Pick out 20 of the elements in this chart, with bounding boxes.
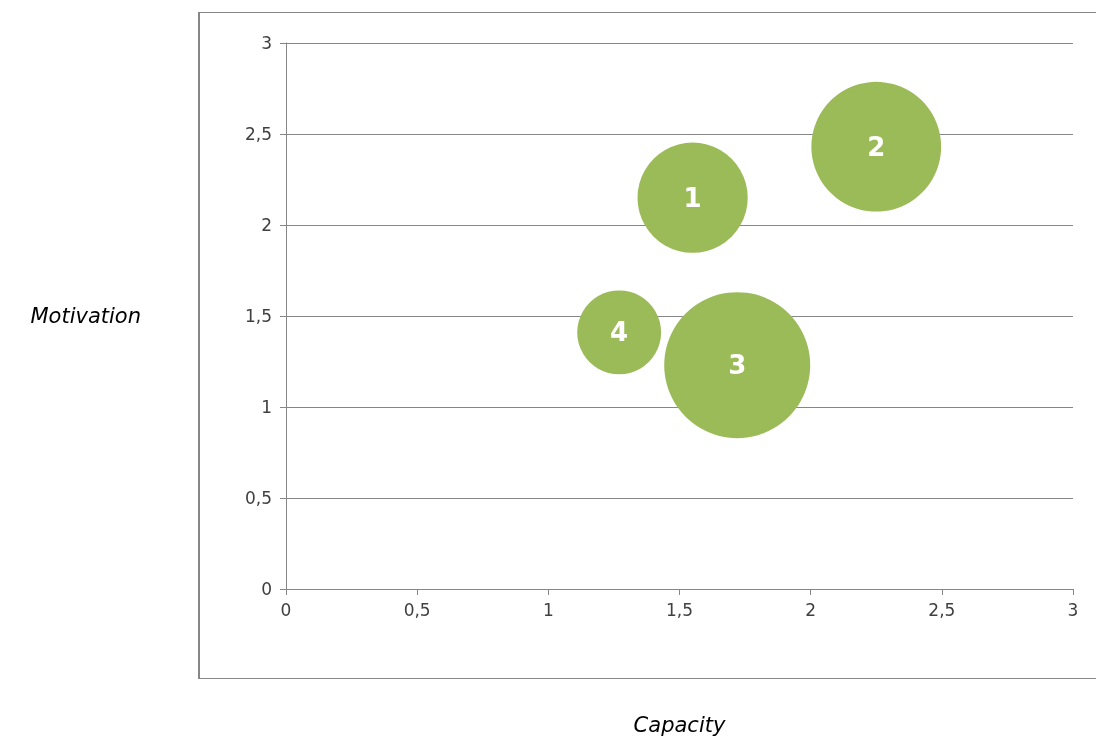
y-tick-label: 1 [261, 397, 272, 417]
series-label: 1 [683, 182, 702, 213]
y-tick-label: 1,5 [244, 306, 272, 326]
x-tick-label: 0,5 [403, 599, 431, 620]
y-tick-label: 0,5 [244, 488, 272, 508]
x-tick-label: 1 [542, 599, 554, 620]
x-tick-label: 2 [805, 599, 817, 620]
x-tick-label: 2,5 [928, 599, 956, 620]
y-tick-label: 0 [261, 579, 272, 599]
series-label: 2 [867, 131, 886, 162]
y-axis-title: Motivation [30, 304, 141, 328]
x-tick-label: 1,5 [665, 599, 694, 620]
y-tick-label: 2,5 [244, 124, 272, 144]
x-tick-label: 0 [280, 599, 292, 620]
y-tick-label: 2 [261, 215, 272, 235]
x-tick-label: 3 [1067, 599, 1079, 620]
series-label: 4 [610, 317, 629, 348]
series-label: 3 [728, 350, 747, 381]
y-tick-label: 3 [261, 33, 272, 53]
x-axis-title: Capacity [633, 712, 726, 737]
